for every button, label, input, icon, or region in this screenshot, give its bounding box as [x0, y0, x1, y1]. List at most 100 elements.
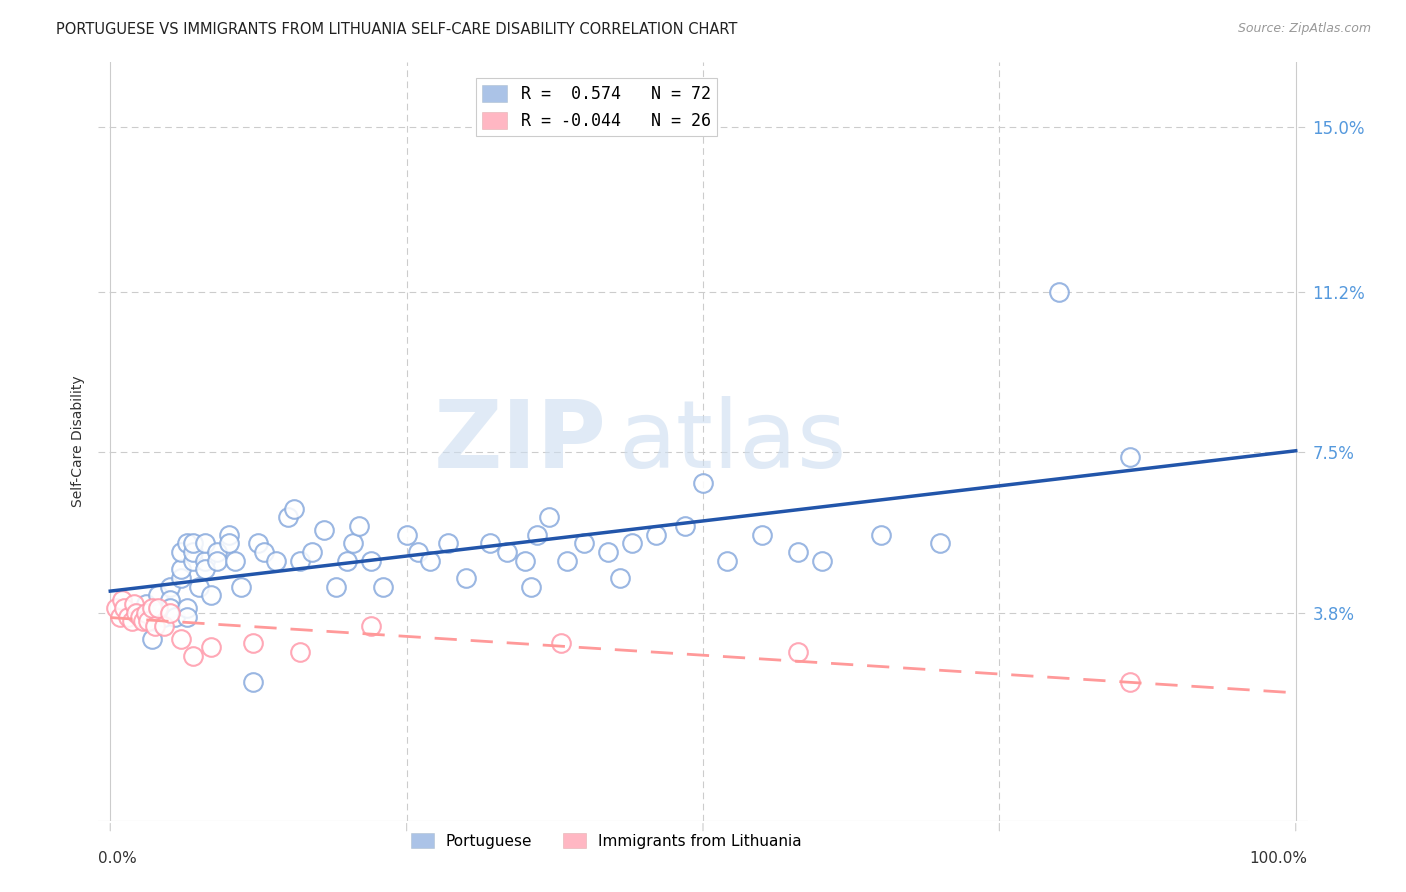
Point [325, 580, 347, 594]
Text: 0.0%: 0.0% [98, 851, 138, 866]
Point [218, 536, 240, 550]
Point [253, 545, 276, 559]
Point [555, 554, 578, 568]
Point [143, 618, 166, 632]
Point [159, 601, 181, 615]
Point [181, 648, 204, 663]
Point [188, 580, 211, 594]
Point [360, 618, 382, 632]
Point [141, 601, 163, 615]
Point [454, 571, 477, 585]
Point [141, 632, 163, 646]
Point [347, 519, 370, 533]
Point [496, 545, 519, 559]
Point [136, 615, 159, 629]
Point [264, 554, 287, 568]
Point [152, 610, 174, 624]
Text: 100.0%: 100.0% [1250, 851, 1308, 866]
Point [122, 597, 145, 611]
Point [1047, 285, 1070, 299]
Point [135, 597, 157, 611]
Point [277, 510, 299, 524]
Point [146, 588, 169, 602]
Point [673, 519, 696, 533]
Point [810, 554, 832, 568]
Point [194, 562, 217, 576]
Point [205, 554, 228, 568]
Point [229, 580, 252, 594]
Point [181, 536, 204, 550]
Point [283, 501, 305, 516]
Point [200, 640, 222, 655]
Text: PORTUGUESE VS IMMIGRANTS FROM LITHUANIA SELF-CARE DISABILITY CORRELATION CHART: PORTUGUESE VS IMMIGRANTS FROM LITHUANIA … [56, 22, 738, 37]
Point [395, 527, 418, 541]
Point [176, 610, 198, 624]
Point [550, 636, 572, 650]
Point [170, 562, 193, 576]
Point [152, 618, 174, 632]
Point [146, 606, 169, 620]
Point [176, 536, 198, 550]
Point [114, 601, 136, 615]
Point [526, 527, 548, 541]
Point [609, 571, 631, 585]
Y-axis label: Self-Care Disability: Self-Care Disability [72, 376, 86, 508]
Point [692, 475, 714, 490]
Point [159, 580, 181, 594]
Point [194, 554, 217, 568]
Point [170, 545, 193, 559]
Point [129, 610, 152, 624]
Point [200, 588, 222, 602]
Point [170, 571, 193, 585]
Point [786, 645, 808, 659]
Point [135, 606, 157, 620]
Point [242, 675, 264, 690]
Point [288, 645, 311, 659]
Point [716, 554, 738, 568]
Text: ZIP: ZIP [433, 395, 606, 488]
Point [869, 527, 891, 541]
Point [408, 545, 430, 559]
Point [105, 601, 128, 615]
Legend: Portuguese, Immigrants from Lithuania: Portuguese, Immigrants from Lithuania [405, 827, 808, 855]
Point [218, 527, 240, 541]
Text: atlas: atlas [619, 395, 846, 488]
Point [132, 615, 155, 629]
Point [170, 632, 193, 646]
Point [181, 554, 204, 568]
Point [205, 545, 228, 559]
Point [419, 554, 441, 568]
Point [121, 615, 143, 629]
Point [176, 601, 198, 615]
Point [1119, 450, 1142, 464]
Point [515, 554, 537, 568]
Point [242, 636, 264, 650]
Point [371, 580, 394, 594]
Point [929, 536, 952, 550]
Point [247, 536, 270, 550]
Point [312, 524, 335, 538]
Point [122, 606, 145, 620]
Point [620, 536, 643, 550]
Point [181, 545, 204, 559]
Point [159, 592, 181, 607]
Point [360, 554, 382, 568]
Point [598, 545, 620, 559]
Point [194, 536, 217, 550]
Point [146, 601, 169, 615]
Point [520, 580, 543, 594]
Point [342, 536, 364, 550]
Point [111, 592, 134, 607]
Point [165, 610, 187, 624]
Text: Source: ZipAtlas.com: Source: ZipAtlas.com [1237, 22, 1371, 36]
Point [224, 554, 246, 568]
Point [288, 554, 311, 568]
Point [336, 554, 359, 568]
Point [108, 610, 131, 624]
Point [478, 536, 501, 550]
Point [751, 527, 773, 541]
Point [574, 536, 596, 550]
Point [125, 606, 148, 620]
Point [1119, 675, 1142, 690]
Point [301, 545, 323, 559]
